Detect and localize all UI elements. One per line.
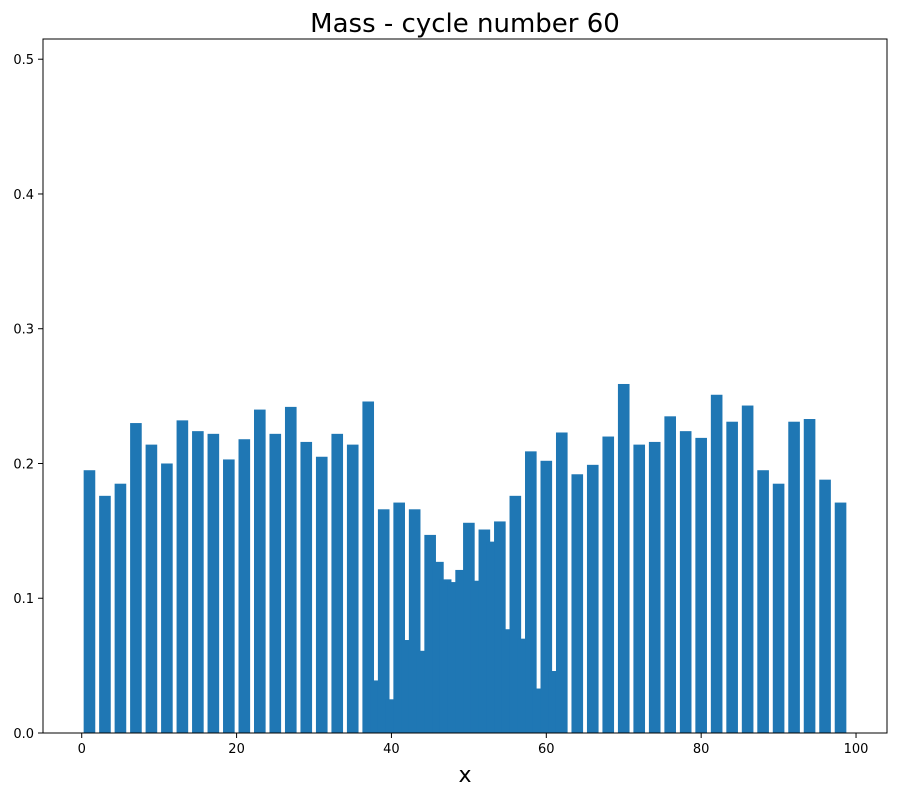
bar: [300, 441, 313, 733]
bar: [710, 394, 723, 733]
bar: [424, 534, 436, 733]
bar: [532, 688, 545, 733]
bar: [525, 451, 537, 733]
bar: [161, 463, 173, 733]
bar: [393, 502, 405, 733]
bar: [726, 421, 738, 733]
bar: [447, 582, 460, 733]
bar: [370, 680, 382, 733]
bar: [571, 474, 584, 733]
bar: [617, 383, 630, 733]
plot-frame: [42, 38, 888, 734]
x-tick-label: 60: [538, 742, 555, 757]
bar: [803, 419, 816, 733]
bar: [695, 437, 707, 733]
bar: [478, 529, 491, 733]
y-tick-label: 0.4: [13, 188, 34, 203]
bar: [788, 421, 800, 733]
bar: [648, 441, 661, 733]
bar: [470, 580, 483, 733]
bar: [679, 431, 692, 733]
bar: [331, 433, 344, 733]
bar: [192, 431, 204, 733]
y-tick-label: 0.2: [13, 457, 34, 472]
bar: [130, 423, 142, 733]
bar: [346, 444, 359, 733]
bar: [509, 495, 522, 733]
bar: [315, 456, 328, 733]
x-tick-label: 40: [383, 742, 400, 757]
bar: [586, 464, 599, 733]
bar: [176, 420, 189, 733]
x-tick-label: 20: [228, 742, 245, 757]
bar: [385, 699, 398, 733]
bar: [377, 509, 390, 733]
bar: [501, 629, 514, 733]
bar: [284, 406, 297, 733]
chart-title: Mass - cycle number 60: [310, 9, 620, 39]
y-tick-label: 0.1: [13, 592, 34, 607]
bar: [432, 561, 444, 733]
bar: [772, 483, 785, 733]
y-tick-label: 0.3: [13, 323, 34, 338]
bar: [517, 638, 529, 733]
y-tick-label: 0.5: [13, 53, 34, 68]
bar: [664, 416, 676, 733]
bar: [819, 479, 831, 733]
bar: [540, 460, 553, 733]
x-axis-ticks: 0 20 40 60 80 100: [78, 733, 869, 757]
bar: [463, 522, 475, 733]
bar: [401, 640, 413, 733]
bar: [223, 459, 235, 733]
bar: [633, 444, 646, 733]
bar: [238, 439, 251, 733]
bar: [416, 650, 429, 733]
x-tick-label: 80: [693, 742, 710, 757]
bar: [741, 405, 754, 733]
bar: [408, 509, 421, 733]
bar: [439, 579, 452, 733]
bar: [83, 470, 96, 733]
bar: [834, 502, 847, 733]
x-tick-label: 0: [78, 742, 86, 757]
bar: [486, 541, 498, 733]
bar: [269, 433, 282, 733]
bars-group: [83, 383, 847, 733]
bar: [114, 483, 127, 733]
y-tick-label: 0.0: [13, 727, 34, 742]
bar: [254, 409, 266, 733]
bar: [145, 444, 158, 733]
x-tick-label: 100: [844, 742, 869, 757]
bar: [99, 495, 111, 733]
bar: [602, 436, 615, 733]
y-axis-ticks: 0.0 0.1 0.2 0.3 0.4 0.5: [13, 53, 43, 742]
bar: [555, 432, 568, 733]
bar: [494, 521, 506, 733]
bar: [548, 671, 560, 733]
bar: [362, 401, 375, 733]
bar: [455, 569, 467, 733]
bar: [207, 433, 220, 733]
x-axis-label: x: [458, 763, 471, 788]
bar: [757, 470, 769, 733]
